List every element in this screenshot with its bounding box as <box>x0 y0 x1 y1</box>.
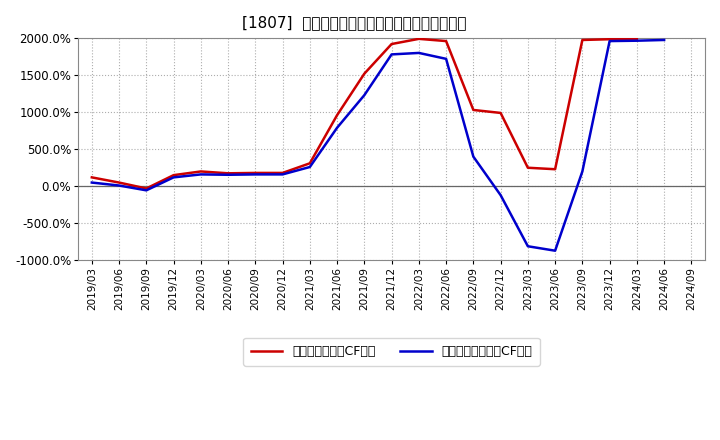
有利子負債フリーCF比率 <box>660 37 668 43</box>
有利子負債営業CF比率 <box>442 38 451 44</box>
有利子負債フリーCF比率 <box>415 50 423 55</box>
有利子負債営業CF比率 <box>114 180 123 185</box>
有利子負債フリーCF比率 <box>523 244 532 249</box>
有利子負債営業CF比率 <box>415 36 423 41</box>
Title: [1807]  有利子負債キャッシュフロー比率の推移: [1807] 有利子負債キャッシュフロー比率の推移 <box>242 15 467 30</box>
有利子負債フリーCF比率 <box>142 188 150 193</box>
有利子負債フリーCF比率 <box>224 172 233 177</box>
有利子負債営業CF比率 <box>469 107 477 113</box>
有利子負債営業CF比率 <box>606 37 614 42</box>
有利子負債フリーCF比率 <box>469 154 477 159</box>
有利子負債フリーCF比率 <box>496 193 505 198</box>
有利子負債フリーCF比率 <box>442 56 451 62</box>
有利子負債フリーCF比率 <box>578 169 587 174</box>
有利子負債営業CF比率 <box>278 170 287 176</box>
有利子負債フリーCF比率 <box>169 175 178 180</box>
有利子負債フリーCF比率 <box>360 92 369 98</box>
有利子負債フリーCF比率 <box>333 125 341 130</box>
有利子負債営業CF比率 <box>360 71 369 76</box>
有利子負債フリーCF比率 <box>197 172 205 177</box>
有利子負債フリーCF比率 <box>387 52 396 57</box>
有利子負債営業CF比率 <box>578 37 587 43</box>
有利子負債営業CF比率 <box>551 167 559 172</box>
有利子負債営業CF比率 <box>169 172 178 178</box>
有利子負債フリーCF比率 <box>88 180 96 185</box>
有利子負債営業CF比率 <box>88 175 96 180</box>
有利子負債フリーCF比率 <box>305 165 314 170</box>
有利子負債営業CF比率 <box>523 165 532 170</box>
有利子負債営業CF比率 <box>496 110 505 116</box>
有利子負債営業CF比率 <box>197 169 205 174</box>
有利子負債営業CF比率 <box>305 161 314 166</box>
有利子負債フリーCF比率 <box>633 38 642 44</box>
有利子負債フリーCF比率 <box>606 38 614 44</box>
有利子負債フリーCF比率 <box>278 172 287 177</box>
Legend: 有利子負債営業CF比率, 有利子負債フリーCF比率: 有利子負債営業CF比率, 有利子負債フリーCF比率 <box>243 337 540 366</box>
有利子負債営業CF比率 <box>142 186 150 191</box>
Line: 有利子負債営業CF比率: 有利子負債営業CF比率 <box>92 39 637 188</box>
有利子負債営業CF比率 <box>633 36 642 41</box>
有利子負債営業CF比率 <box>251 170 260 176</box>
有利子負債フリーCF比率 <box>114 183 123 188</box>
有利子負債営業CF比率 <box>387 41 396 47</box>
有利子負債フリーCF比率 <box>251 172 260 177</box>
有利子負債営業CF比率 <box>224 171 233 176</box>
Line: 有利子負債フリーCF比率: 有利子負債フリーCF比率 <box>92 40 664 251</box>
有利子負債フリーCF比率 <box>551 248 559 253</box>
有利子負債営業CF比率 <box>333 113 341 118</box>
